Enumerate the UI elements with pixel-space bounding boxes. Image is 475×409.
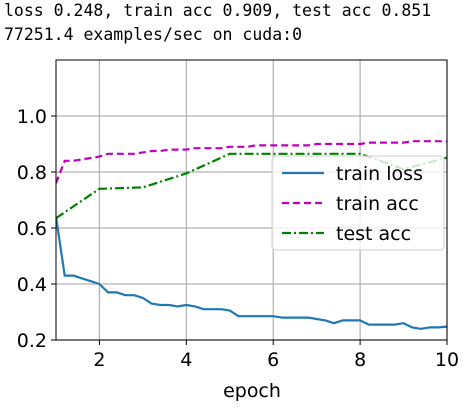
x-tick-label: 10 — [435, 349, 459, 371]
y-tick-label: 0.4 — [17, 274, 47, 296]
chart-legend: train loss train acc test acc — [271, 155, 445, 251]
legend-label-train-acc: train acc — [336, 193, 419, 215]
legend-label-train-loss: train loss — [336, 163, 423, 185]
y-tick-label: 0.8 — [17, 162, 47, 184]
x-axis-label: epoch — [223, 380, 281, 402]
x-tick-label: 2 — [93, 349, 105, 371]
log-line-metrics: loss 0.248, train acc 0.909, test acc 0.… — [4, 1, 432, 20]
y-tick-label: 0.6 — [17, 218, 47, 240]
x-tick-label: 4 — [180, 349, 192, 371]
x-tick-label: 6 — [267, 349, 279, 371]
y-tick-label: 0.2 — [17, 330, 47, 352]
x-tick-label: 8 — [354, 349, 366, 371]
log-line-throughput: 77251.4 examples/sec on cuda:0 — [4, 25, 303, 44]
series-line-train-loss — [56, 216, 447, 330]
chart-ticks: 2 4 6 8 10 0.2 0.4 0.6 0.8 1.0 — [17, 106, 459, 371]
plot-frame — [55, 59, 448, 341]
legend-label-test-acc: test acc — [336, 223, 411, 245]
series-line-train-acc — [56, 140, 447, 184]
legend-box — [271, 155, 445, 251]
y-tick-label: 1.0 — [17, 106, 47, 128]
